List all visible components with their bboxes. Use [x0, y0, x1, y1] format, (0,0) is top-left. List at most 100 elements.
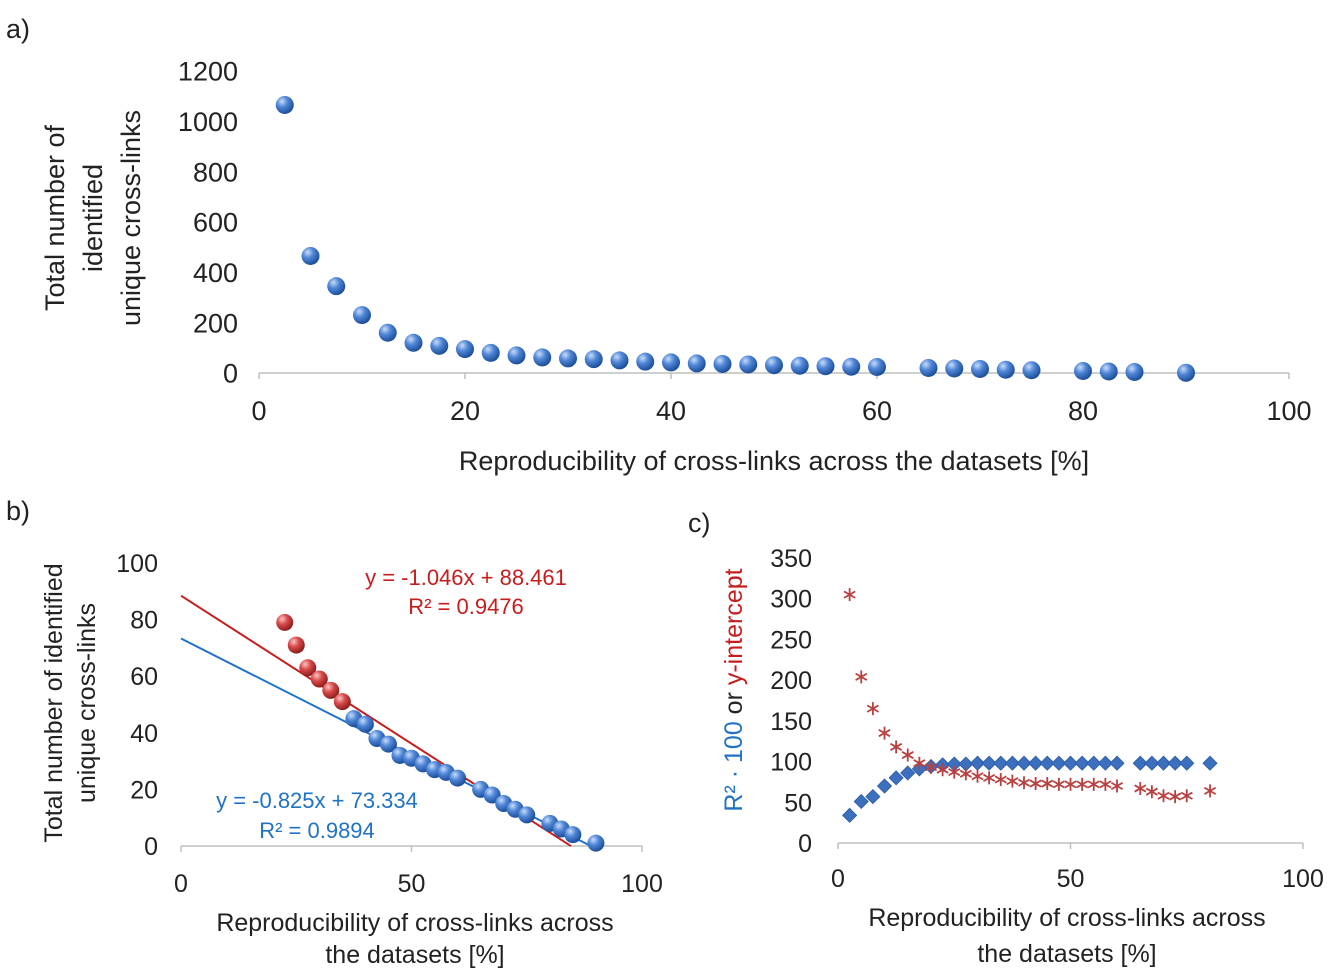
chart-c-asterisk-point [1029, 777, 1042, 791]
chart-b-x-tick-label: 50 [398, 870, 426, 898]
chart-c-asterisk-point [1203, 784, 1217, 798]
chart-b-y-tick-label: 80 [130, 607, 158, 635]
chart-c-diamond-point [1097, 755, 1113, 771]
chart-c-asterisk-point [924, 760, 938, 774]
chart-b-y-tick-label: 40 [130, 720, 158, 748]
chart-c-asterisk-point [1087, 777, 1100, 791]
chart-b-x-tick-label: 100 [621, 870, 663, 898]
chart-c-asterisk-point [913, 756, 926, 770]
chart-a-y-ticks: 0 200 400 600 800 1000 1200 [178, 57, 238, 389]
chart-a-point [816, 357, 835, 376]
chart-a-y-tick-label: 200 [193, 308, 238, 338]
chart-a-x-tick-label: 20 [450, 396, 480, 426]
chart-b-x-ticks: 0 50 100 [174, 870, 663, 898]
chart-c-y-tick-label: 200 [770, 667, 812, 695]
chart-a-y-tick-label: 600 [193, 208, 238, 238]
chart-c-asterisk-point [994, 772, 1007, 786]
chart-b-y-ticks: 0 20 40 60 80 100 [116, 550, 158, 861]
chart-a-point [275, 95, 294, 114]
chart-c-asterisk-point [1169, 790, 1182, 804]
chart-b-ylabel: Total number of identified unique cross-… [40, 563, 101, 842]
chart-c-diamond-point [1202, 755, 1218, 771]
chart-a-xlabel: Reproducibility of cross-links across th… [459, 446, 1089, 476]
chart-c-xlabel-line-2: the datasets [%] [977, 940, 1156, 968]
chart-c-x-tick-marks [837, 843, 1304, 849]
chart-a-point [559, 349, 577, 368]
chart-c-ylabel-or: or [720, 685, 748, 721]
chart-c-xlabel-line-1: Reproducibility of cross-links across [868, 904, 1265, 932]
chart-b-point-blue [356, 715, 374, 733]
chart-c-diamond-point [1062, 755, 1079, 771]
chart-a-point [1177, 363, 1195, 382]
chart-c-diamond-point [1109, 755, 1125, 771]
chart-b-point-red [299, 659, 317, 677]
chart-c-ylabel-intercept: y-intercept [720, 568, 748, 685]
chart-c-asterisk-point [1099, 777, 1112, 791]
chart-b-y-tick-label: 100 [116, 550, 158, 578]
chart-a-point [584, 350, 603, 369]
chart-c-diamond-point [1179, 755, 1195, 771]
panel-a-label: a) [6, 14, 30, 44]
chart-c-diamond-point [993, 755, 1009, 771]
panel-b-label: b) [6, 496, 30, 526]
chart-c-asterisk-point [866, 702, 879, 716]
chart-b-y-tick-label: 20 [130, 776, 158, 804]
chart-c-asterisk-point [1017, 776, 1031, 790]
chart-a-point [842, 357, 861, 376]
chart-a-y-tick-label: 800 [193, 157, 238, 187]
chart-a-point [301, 246, 320, 265]
chart-c-diamond-point [1051, 755, 1067, 771]
chart-c-asterisk-point [843, 588, 856, 602]
chart-c-diamond-point [1039, 755, 1055, 771]
chart-c-y-ticks: 0 50 100 150 200 250 300 350 [770, 545, 812, 858]
chart-a: 0 20 40 60 80 100 0 200 400 600 800 1000 1200 Repro… [40, 57, 1312, 476]
chart-a-ylabel: Total number of identified unique cross-… [40, 110, 146, 326]
chart-b-red-fit-equation: y = -1.046x + 88.461 [365, 565, 567, 590]
chart-a-point [430, 336, 449, 355]
panel-c-label: c) [688, 508, 711, 538]
chart-a-point [404, 333, 423, 352]
chart-b-xlabel-line-2: the datasets [%] [325, 941, 504, 969]
chart-c: 0 50 100 0 50 100 150 200 250 300 350 Reproducibi… [720, 545, 1324, 968]
chart-a-point [1099, 362, 1118, 381]
chart-a-x-tick-label: 60 [862, 396, 892, 426]
chart-c-asterisk-point [855, 670, 868, 684]
chart-c-y-tick-label: 50 [784, 789, 812, 817]
chart-b-point-red [333, 693, 351, 711]
chart-c-asterisk-point [983, 771, 996, 785]
svg-text:R² · 100 or y-intercept: R² · 100 or y-intercept [720, 568, 748, 811]
chart-c-asterisk-point [901, 748, 914, 762]
chart-a-point [919, 358, 938, 377]
chart-c-ylabel: R² · 100 or y-intercept [720, 568, 748, 811]
chart-c-asterisk-point [1110, 779, 1124, 793]
chart-b-point-blue [379, 735, 397, 753]
chart-b-y-tick-label: 0 [144, 833, 158, 861]
chart-c-ylabel-r2: R² · 100 [720, 721, 748, 811]
chart-c-asterisk-point [1134, 781, 1147, 795]
chart-b-x-tick-label: 0 [174, 870, 188, 898]
chart-a-y-tick-label: 400 [193, 258, 238, 288]
chart-a-point [353, 306, 371, 325]
chart-b-blue-fit-equation: y = -0.825x + 73.334 [216, 788, 418, 813]
chart-c-diamond-point [1132, 755, 1148, 771]
chart-b-red-fit-r2: R² = 0.9476 [408, 594, 524, 619]
chart-c-asterisk-point [948, 765, 961, 779]
chart-a-point [765, 356, 783, 375]
chart-a-point [1074, 361, 1092, 380]
chart-a-point [456, 340, 474, 359]
chart-c-asterisk-point [890, 740, 903, 754]
chart-c-asterisk-point [1052, 777, 1065, 791]
chart-c-diamond-point [853, 793, 869, 810]
chart-a-point [662, 353, 680, 372]
chart-c-asterisk-series [843, 588, 1217, 804]
chart-a-y-tick-label: 1000 [178, 107, 238, 137]
chart-c-y-tick-label: 100 [770, 749, 812, 777]
chart-a-x-tick-label: 40 [656, 396, 686, 426]
chart-c-diamond-point [1167, 755, 1183, 771]
chart-a-point [713, 354, 732, 373]
chart-b-point-blue [587, 834, 605, 852]
chart-c-diamond-point [842, 807, 858, 823]
chart-c-x-tick-label: 100 [1282, 865, 1324, 893]
chart-c-asterisk-point [878, 726, 891, 740]
chart-c-diamond-point [981, 755, 997, 771]
